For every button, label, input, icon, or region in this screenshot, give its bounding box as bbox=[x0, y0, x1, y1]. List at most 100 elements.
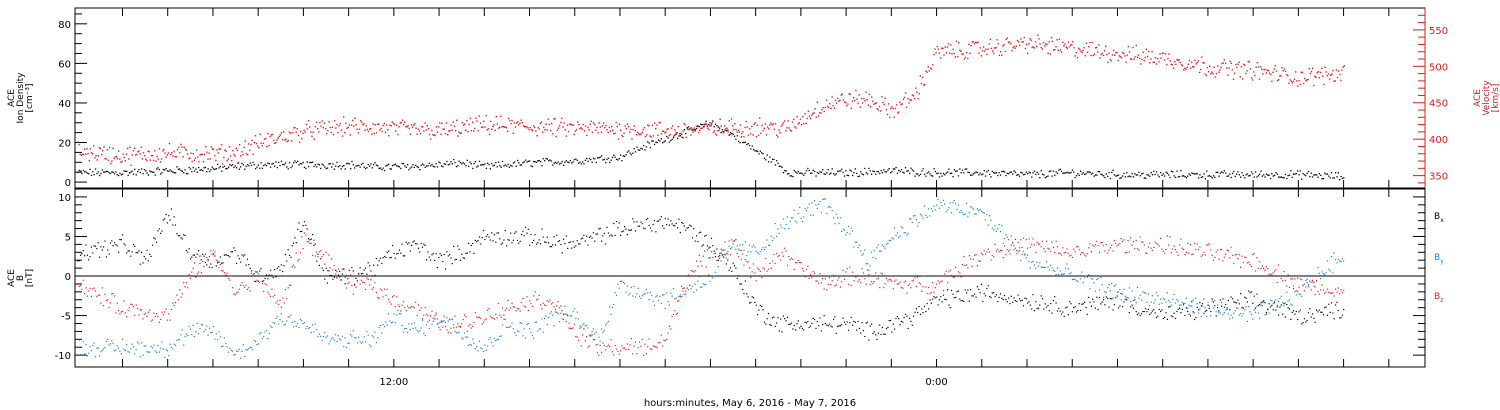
by-series-point bbox=[138, 343, 140, 345]
bx-series-point bbox=[1248, 290, 1250, 292]
bz-series-point bbox=[632, 353, 634, 355]
by-series-point bbox=[706, 275, 708, 277]
velocity-series-point bbox=[850, 107, 852, 109]
velocity-series-point bbox=[705, 123, 708, 126]
b-axis-tick-label: -5 bbox=[61, 312, 71, 323]
by-series-point bbox=[606, 322, 608, 324]
bx-series-point bbox=[514, 232, 516, 234]
velocity-series-point bbox=[1197, 60, 1200, 62]
bx-series-point bbox=[386, 251, 388, 253]
velocity-series-point bbox=[407, 124, 409, 127]
by-series-point bbox=[691, 285, 694, 287]
by-series-point bbox=[679, 294, 681, 296]
density-series-point bbox=[1066, 171, 1068, 173]
by-series-point bbox=[499, 335, 501, 337]
bz-series-point bbox=[147, 311, 149, 313]
by-series-point bbox=[1295, 294, 1297, 296]
density-series-point bbox=[241, 162, 243, 165]
bx-series-point bbox=[588, 236, 590, 239]
by-series-point bbox=[648, 299, 650, 301]
bz-series-point bbox=[815, 280, 817, 282]
bx-series-point bbox=[1139, 315, 1141, 317]
bx-series-point bbox=[932, 298, 934, 300]
velocity-series-point bbox=[859, 106, 862, 108]
bz-series-point bbox=[522, 297, 524, 300]
density-series-point bbox=[1010, 171, 1012, 173]
bz-series-point bbox=[1065, 251, 1067, 253]
velocity-series-point bbox=[897, 112, 899, 114]
bx-series-point bbox=[1241, 306, 1243, 309]
bz-series-point bbox=[780, 259, 782, 261]
velocity-series-point bbox=[451, 129, 453, 131]
by-series-point bbox=[934, 209, 936, 211]
velocity-series-point bbox=[1245, 72, 1247, 75]
velocity-series-point bbox=[238, 144, 241, 146]
by-series-point bbox=[1176, 299, 1178, 301]
bx-series-point bbox=[808, 326, 810, 329]
density-series-point bbox=[1287, 175, 1289, 177]
velocity-series-point bbox=[1244, 64, 1246, 66]
density-series-point bbox=[326, 167, 329, 169]
bz-series-point bbox=[446, 329, 448, 331]
density-series-point bbox=[808, 169, 810, 172]
velocity-series-point bbox=[1319, 71, 1322, 74]
velocity-series-point bbox=[1023, 36, 1025, 39]
bx-series-point bbox=[360, 273, 362, 275]
density-series-point bbox=[678, 135, 680, 137]
bz-series-point bbox=[119, 313, 121, 315]
bx-series-point bbox=[451, 263, 453, 265]
density-series-point bbox=[276, 166, 278, 169]
by-series-point bbox=[744, 241, 746, 243]
density-series-point bbox=[998, 172, 1000, 174]
density-series-point bbox=[1145, 177, 1147, 179]
bx-series-point bbox=[1051, 312, 1053, 314]
density-series-point bbox=[1249, 174, 1251, 177]
velocity-series-point bbox=[406, 126, 408, 128]
bz-series-point bbox=[473, 321, 475, 323]
density-series-point bbox=[614, 156, 616, 158]
velocity-series-point bbox=[933, 53, 935, 56]
bx-series-point bbox=[99, 256, 101, 258]
density-series-point bbox=[115, 171, 117, 173]
by-series-point bbox=[77, 347, 79, 349]
by-series-point bbox=[108, 344, 110, 346]
bx-series-point bbox=[212, 253, 215, 255]
velocity-series-point bbox=[1014, 47, 1016, 49]
by-series-point bbox=[454, 330, 456, 332]
by-series-point bbox=[1138, 297, 1140, 299]
bx-series-point bbox=[1231, 298, 1234, 300]
density-series-point bbox=[557, 161, 559, 163]
velocity-series-point bbox=[928, 70, 930, 72]
bz-series-point bbox=[514, 306, 516, 308]
density-series-point bbox=[1210, 175, 1212, 178]
bx-series-point bbox=[347, 278, 349, 280]
density-series-point bbox=[356, 165, 359, 167]
by-series-point bbox=[622, 281, 624, 283]
density-series-point bbox=[558, 163, 561, 165]
bz-series-point bbox=[383, 288, 386, 290]
velocity-series-point bbox=[623, 132, 625, 134]
bz-series-point bbox=[865, 283, 867, 285]
bx-series-point bbox=[1310, 316, 1312, 318]
density-series-point bbox=[200, 169, 202, 171]
density-series-point bbox=[1052, 170, 1055, 172]
bz-series-point bbox=[827, 283, 829, 285]
density-series-point bbox=[793, 170, 795, 172]
density-series-point bbox=[404, 165, 406, 167]
density-series-point bbox=[377, 165, 379, 167]
bz-series-point bbox=[257, 273, 259, 275]
bx-series-point bbox=[94, 245, 97, 247]
b-axis-ticks bbox=[75, 196, 1425, 356]
bx-series-point bbox=[377, 264, 379, 266]
velocity-series-point bbox=[1318, 77, 1321, 79]
density-series-point bbox=[497, 161, 500, 163]
bz-series-point bbox=[644, 343, 646, 345]
by-series-point bbox=[605, 324, 607, 326]
velocity-series-point bbox=[1025, 43, 1028, 46]
bx-series-point bbox=[484, 238, 486, 241]
bx-series-point bbox=[658, 220, 660, 222]
velocity-series-point bbox=[379, 129, 381, 131]
bz-series-point bbox=[1073, 248, 1075, 250]
velocity-series-point bbox=[504, 126, 506, 128]
by-series-point bbox=[1283, 305, 1285, 307]
